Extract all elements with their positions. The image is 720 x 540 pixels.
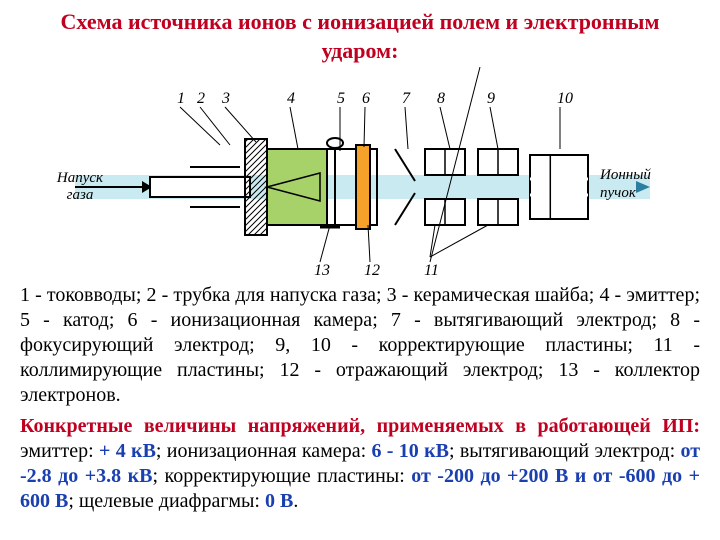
- voltages-lead: Конкретные величины напряжений, применяе…: [20, 415, 700, 437]
- leader-9: [490, 107, 498, 149]
- leader-6: [364, 107, 365, 147]
- leader-1: [180, 107, 220, 145]
- part-reflecting-electrode: [356, 145, 370, 229]
- label-7: 7: [402, 90, 411, 107]
- voltages-seg5b: 0 В: [265, 490, 293, 512]
- voltages-seg1a: эмиттер:: [20, 440, 99, 462]
- voltages-seg4a: ; корректирующие пластины:: [153, 465, 412, 487]
- voltages-tail: .: [293, 490, 298, 512]
- voltages-seg2a: ; ионизационная камера:: [156, 440, 372, 462]
- label-9: 9: [487, 90, 495, 107]
- title-line-1: Схема источника ионов с ионизацией полем…: [61, 9, 660, 34]
- label-6: 6: [362, 90, 370, 107]
- legend-text: 1 - токовводы; 2 - трубка для напуска га…: [20, 283, 700, 408]
- beam-label-2: пучок: [600, 185, 637, 201]
- voltages-seg5a: ; щелевые диафрагмы:: [68, 490, 265, 512]
- leader-4: [290, 107, 298, 149]
- leader-13: [320, 225, 330, 262]
- leader-8: [440, 107, 450, 149]
- leader-2: [200, 107, 230, 145]
- label-3: 3: [221, 90, 230, 107]
- label-1: 1: [177, 90, 185, 107]
- leader-7: [405, 107, 408, 149]
- voltages-seg3a: ; вытягивающий электрод:: [449, 440, 680, 462]
- label-12: 12: [364, 262, 380, 277]
- label-2: 2: [197, 90, 205, 107]
- leader-3: [225, 107, 256, 142]
- part-tube: [150, 177, 250, 197]
- leader-12: [368, 225, 370, 262]
- label-13: 13: [314, 262, 330, 277]
- label-4: 4: [287, 90, 295, 107]
- part-ceramic-washer: [245, 139, 267, 235]
- part-emitter-housing: [267, 149, 327, 225]
- part-output-plates: [530, 155, 588, 219]
- label-11: 11: [424, 262, 439, 277]
- beam-label-1: Ионный: [599, 167, 651, 183]
- ion-source-diagram: 12345678910131211НапускгазаИонныйпучок: [20, 67, 700, 277]
- page: Схема источника ионов с ионизацией полем…: [0, 0, 720, 540]
- label-8: 8: [437, 90, 445, 107]
- label-10: 10: [557, 90, 573, 107]
- gas-label-1: Напуск: [56, 170, 104, 186]
- label-5: 5: [337, 90, 345, 107]
- voltages-seg1b: + 4 кВ: [99, 440, 156, 462]
- voltages-seg2b: 6 - 10 кВ: [371, 440, 449, 462]
- gas-label-2: газа: [67, 187, 94, 203]
- title-line-2: ударом:: [322, 38, 399, 63]
- part-cathode-cap: [327, 138, 343, 148]
- voltages-paragraph: Конкретные величины напряжений, применяе…: [20, 414, 700, 514]
- page-title: Схема источника ионов с ионизацией полем…: [20, 8, 700, 65]
